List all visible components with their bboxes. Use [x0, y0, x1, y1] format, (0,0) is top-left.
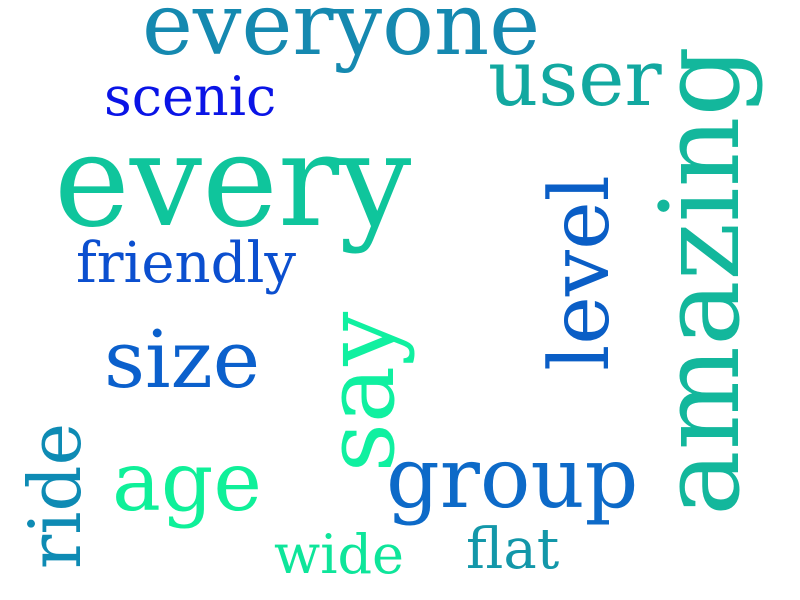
word-wide: wide — [274, 523, 405, 586]
word-level: level — [533, 175, 628, 371]
word-group: group — [386, 429, 639, 527]
word-size: size — [104, 313, 261, 406]
word-age: age — [112, 435, 262, 530]
word-everyone: everyone — [142, 0, 541, 75]
word-every: every — [54, 107, 412, 256]
word-user: user — [488, 34, 662, 124]
word-friendly: friendly — [76, 231, 297, 296]
word-scenic: scenic — [104, 65, 277, 128]
word-ride: ride — [13, 422, 97, 570]
word-flat: flat — [466, 517, 560, 582]
word-amazing: amazing — [636, 46, 764, 516]
